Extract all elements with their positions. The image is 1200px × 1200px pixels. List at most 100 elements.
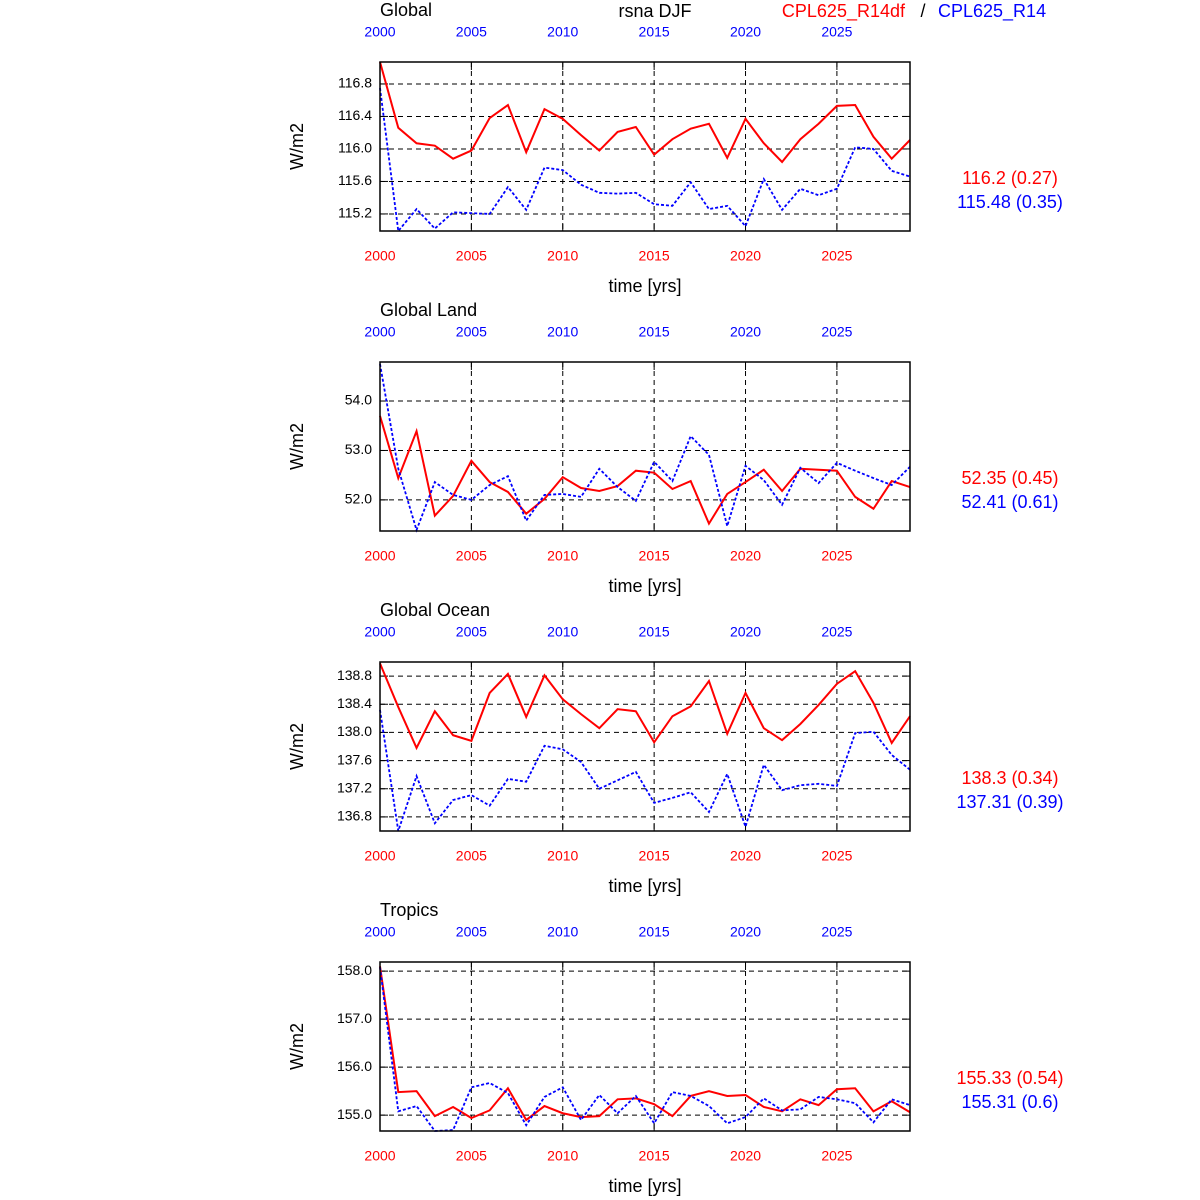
y-tick-label: 54.0	[345, 392, 372, 408]
summary-label: 115.48 (0.35)	[957, 192, 1063, 212]
y-tick-label: 155.0	[337, 1106, 372, 1122]
y-tick-label: 136.8	[337, 808, 372, 824]
x-tick-label-top: 2000	[364, 624, 395, 640]
x-tick-label: 2025	[821, 848, 852, 864]
y-tick-label: 138.8	[337, 667, 372, 683]
summary-label: 137.31 (0.39)	[956, 792, 1063, 812]
x-tick-label-top: 2015	[639, 924, 670, 940]
y-tick-label: 157.0	[337, 1010, 372, 1026]
y-axis-label: W/m2	[287, 723, 307, 770]
y-tick-label: 138.4	[337, 695, 372, 711]
data-line	[379, 87, 911, 234]
x-tick-label-top: 2025	[821, 324, 852, 340]
x-tick-label: 2005	[456, 848, 487, 864]
x-tick-label: 2015	[639, 1148, 670, 1164]
x-tick-label-top: 2005	[456, 924, 487, 940]
x-tick-label: 2000	[364, 548, 395, 564]
summary-label: 52.41 (0.61)	[961, 492, 1058, 512]
summary-label: 155.31 (0.6)	[961, 1092, 1058, 1112]
summary-label: 138.3 (0.34)	[961, 768, 1058, 788]
x-tick-label-top: 2010	[547, 624, 578, 640]
x-tick-label: 2010	[547, 248, 578, 264]
legend-entry: CPL625_R14df	[782, 1, 906, 22]
x-tick-label: 2000	[364, 1148, 395, 1164]
x-tick-label-top: 2005	[456, 624, 487, 640]
data-line	[379, 363, 911, 533]
x-tick-label-top: 2000	[364, 24, 395, 40]
x-tick-label: 2015	[639, 548, 670, 564]
plot-frame	[379, 961, 911, 1132]
x-axis-label: time [yrs]	[608, 876, 681, 896]
x-tick-label: 2010	[547, 848, 578, 864]
y-tick-label: 138.0	[337, 723, 372, 739]
legend-separator: /	[920, 1, 925, 21]
y-tick-label: 116.8	[338, 75, 372, 91]
x-tick-label-top: 2010	[547, 324, 578, 340]
x-tick-label-top: 2015	[639, 624, 670, 640]
x-tick-label-top: 2025	[821, 924, 852, 940]
x-tick-label-top: 2015	[639, 24, 670, 40]
data-line	[379, 663, 911, 751]
x-tick-label: 2020	[730, 248, 761, 264]
y-tick-label: 156.0	[337, 1058, 372, 1074]
x-tick-label: 2015	[639, 848, 670, 864]
y-tick-label: 53.0	[345, 441, 372, 457]
plot-frame	[379, 61, 911, 232]
x-tick-label-top: 2025	[821, 24, 852, 40]
x-tick-label-top: 2025	[821, 624, 852, 640]
x-tick-label: 2000	[364, 848, 395, 864]
y-tick-label: 115.2	[338, 205, 372, 221]
x-tick-label: 2020	[730, 848, 761, 864]
y-tick-label: 137.2	[337, 779, 372, 795]
x-tick-label: 2005	[456, 548, 487, 564]
x-tick-label: 2010	[547, 1148, 578, 1164]
x-tick-label-top: 2010	[547, 24, 578, 40]
plot-frame	[379, 661, 911, 832]
x-tick-label: 2020	[730, 1148, 761, 1164]
y-tick-label: 158.0	[337, 962, 372, 978]
summary-label: 116.2 (0.27)	[962, 168, 1058, 188]
x-tick-label-top: 2005	[456, 324, 487, 340]
x-tick-label-top: 2020	[730, 324, 761, 340]
x-axis-label: time [yrs]	[608, 276, 681, 296]
y-tick-label: 116.4	[338, 107, 372, 123]
x-tick-label-top: 2015	[639, 324, 670, 340]
x-tick-label-top: 2005	[456, 24, 487, 40]
y-tick-label: 115.6	[338, 172, 372, 188]
y-tick-label: 116.0	[338, 140, 372, 156]
panel-title: Global Ocean	[380, 600, 490, 620]
x-tick-label: 2010	[547, 548, 578, 564]
chart-title: rsna DJF	[618, 1, 691, 21]
y-tick-label: 137.6	[337, 751, 372, 767]
x-tick-label: 2020	[730, 548, 761, 564]
summary-label: 52.35 (0.45)	[961, 468, 1058, 488]
data-line	[379, 415, 911, 526]
x-tick-label: 2000	[364, 248, 395, 264]
y-axis-label: W/m2	[287, 423, 307, 470]
y-tick-label: 52.0	[345, 491, 372, 507]
x-tick-label-top: 2020	[730, 624, 761, 640]
x-tick-label-top: 2000	[364, 324, 395, 340]
x-tick-label-top: 2000	[364, 924, 395, 940]
x-tick-label-top: 2010	[547, 924, 578, 940]
panel-title: Global	[380, 0, 432, 20]
y-axis-label: W/m2	[287, 1023, 307, 1070]
plot-frame	[379, 361, 911, 532]
x-tick-label: 2005	[456, 1148, 487, 1164]
legend-entry: CPL625_R14	[938, 1, 1046, 22]
data-line	[379, 967, 911, 1132]
x-tick-label: 2025	[821, 548, 852, 564]
x-tick-label: 2015	[639, 248, 670, 264]
data-line	[379, 61, 911, 164]
x-tick-label-top: 2020	[730, 24, 761, 40]
x-tick-label: 2005	[456, 248, 487, 264]
panel-title: Global Land	[380, 300, 477, 320]
x-tick-label: 2025	[821, 248, 852, 264]
x-axis-label: time [yrs]	[608, 1176, 681, 1196]
panel-title: Tropics	[380, 900, 438, 920]
data-line	[379, 966, 911, 1122]
x-axis-label: time [yrs]	[608, 576, 681, 596]
data-line	[379, 709, 911, 832]
y-axis-label: W/m2	[287, 123, 307, 170]
